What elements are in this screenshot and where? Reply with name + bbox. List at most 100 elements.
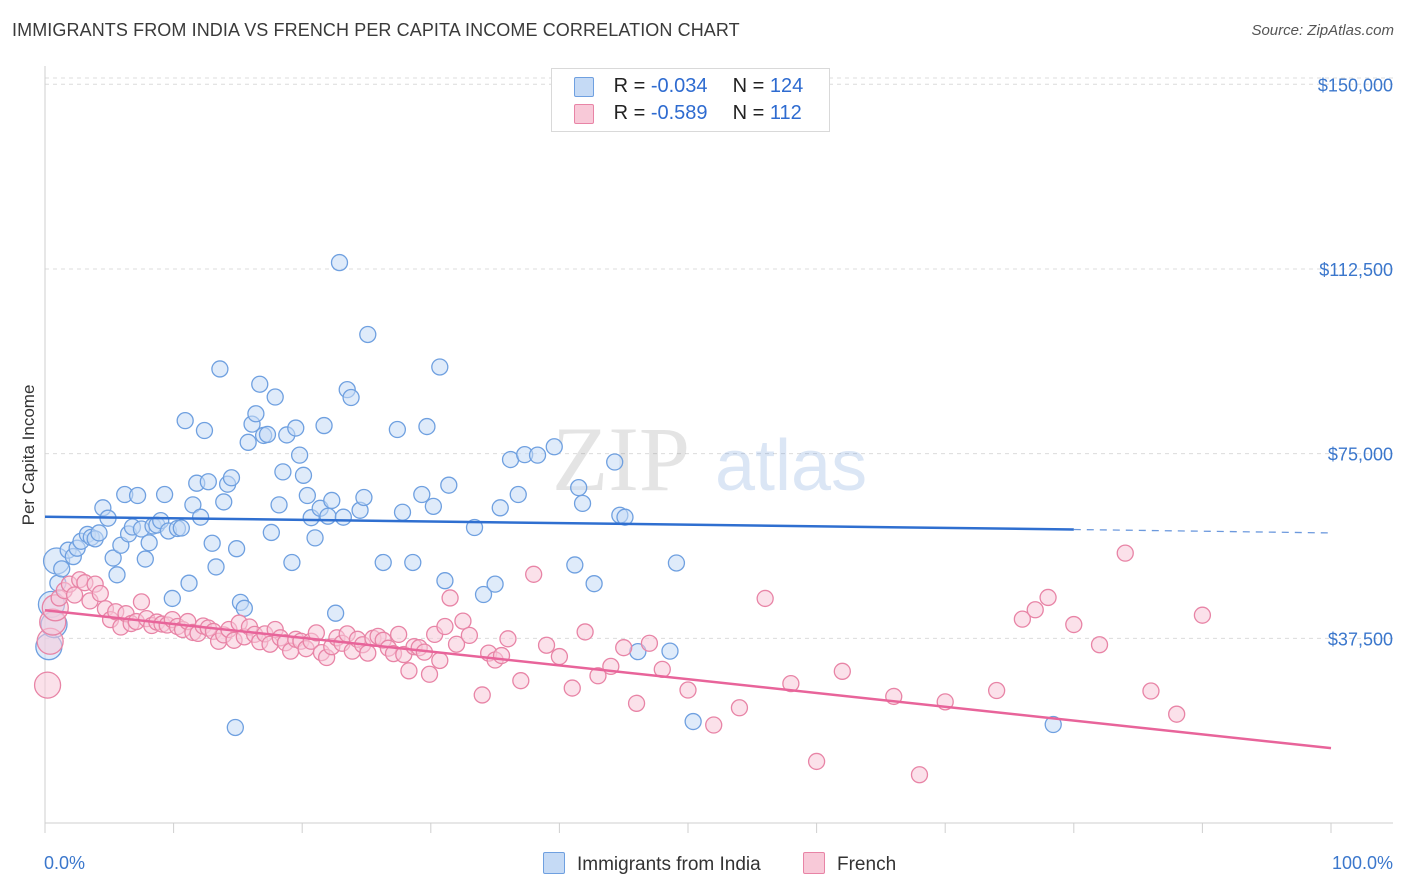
india-point bbox=[306, 529, 324, 547]
india-point bbox=[326, 604, 345, 622]
legend-row-india: R = -0.034 N = 124 bbox=[574, 75, 803, 99]
french-point bbox=[307, 624, 325, 642]
french-point bbox=[807, 752, 826, 771]
india-point bbox=[355, 488, 373, 507]
french-point bbox=[420, 665, 439, 683]
french-point bbox=[1090, 636, 1109, 654]
india-point bbox=[359, 325, 377, 344]
india-point bbox=[528, 446, 547, 464]
x-tick-label: 0.0% bbox=[44, 853, 85, 873]
y-tick-labels: $37,500 $75,000 $112,500 $150,000 bbox=[1318, 75, 1393, 649]
french-point bbox=[627, 694, 646, 712]
india-point bbox=[491, 499, 509, 517]
india-point bbox=[235, 599, 253, 617]
french-point bbox=[1116, 544, 1134, 562]
french-point bbox=[910, 766, 929, 784]
india-point bbox=[294, 466, 313, 484]
french-point bbox=[431, 651, 449, 670]
french-point bbox=[782, 674, 800, 693]
india-point bbox=[136, 550, 154, 568]
french-point bbox=[1168, 705, 1186, 723]
india-point bbox=[374, 553, 392, 572]
india-point bbox=[431, 358, 449, 376]
india-point bbox=[545, 438, 563, 456]
india-point bbox=[222, 469, 241, 487]
french-point bbox=[33, 671, 62, 699]
bottom-legend-swatch-india bbox=[543, 852, 565, 874]
french-point bbox=[447, 635, 466, 653]
french-point bbox=[756, 589, 774, 608]
french-point bbox=[499, 630, 517, 648]
legend-r-label: R = bbox=[613, 75, 646, 97]
french-point bbox=[436, 617, 454, 636]
india-point bbox=[474, 585, 493, 604]
india-point bbox=[180, 574, 198, 592]
india-point bbox=[53, 560, 71, 578]
legend-row-french: R = -0.589 N = 112 bbox=[574, 102, 802, 126]
india-trend-extension bbox=[1073, 528, 1332, 534]
bottom-legend-french: French bbox=[803, 852, 896, 876]
legend-swatch-india bbox=[574, 76, 594, 97]
india-point bbox=[247, 405, 265, 423]
india-point bbox=[239, 433, 257, 451]
french-point bbox=[473, 686, 491, 704]
india-point bbox=[90, 524, 108, 542]
india-point bbox=[207, 558, 225, 576]
india-point bbox=[315, 416, 333, 435]
grid-lines bbox=[45, 77, 1393, 639]
india-point bbox=[585, 575, 603, 593]
india-point bbox=[140, 534, 158, 552]
french-point bbox=[1039, 588, 1057, 607]
india-point bbox=[393, 503, 412, 521]
legend-r-value: -0.589 bbox=[650, 102, 708, 124]
india-point bbox=[172, 519, 190, 537]
french-point bbox=[1013, 610, 1032, 628]
french-point bbox=[576, 623, 594, 641]
india-point bbox=[226, 718, 244, 737]
india-point bbox=[203, 534, 221, 552]
india-point bbox=[465, 518, 484, 537]
india-point bbox=[388, 420, 407, 439]
french-point bbox=[730, 699, 749, 717]
french-point bbox=[400, 662, 418, 680]
y-tick-label: $112,500 bbox=[1319, 260, 1393, 280]
french-point bbox=[833, 662, 851, 680]
legend-n-value: 112 bbox=[769, 102, 802, 124]
india-trend-line bbox=[44, 515, 1074, 531]
watermark-atlas: atlas bbox=[715, 426, 867, 506]
french-point bbox=[492, 646, 511, 665]
india-point bbox=[270, 496, 288, 514]
india-point bbox=[298, 486, 316, 505]
french-point bbox=[1065, 615, 1083, 634]
india-point bbox=[616, 508, 634, 526]
french-point bbox=[615, 639, 633, 657]
india-point bbox=[211, 360, 229, 378]
french-point bbox=[1026, 601, 1044, 619]
india-point bbox=[342, 388, 360, 407]
legend-swatch-french bbox=[574, 103, 594, 124]
india-point bbox=[418, 417, 436, 436]
trend-lines bbox=[44, 515, 1332, 750]
india-point bbox=[262, 523, 280, 542]
bottom-legend-swatch-french bbox=[803, 852, 825, 874]
india-point bbox=[424, 497, 443, 515]
french-point bbox=[91, 584, 109, 603]
legend-n-label: N = bbox=[732, 75, 765, 97]
india-point bbox=[486, 575, 504, 593]
india-point bbox=[251, 375, 269, 393]
x-tick-label: 100.0% bbox=[1332, 853, 1393, 873]
india-point bbox=[413, 485, 431, 504]
india-point bbox=[570, 478, 588, 497]
india-point bbox=[287, 419, 305, 437]
india-point bbox=[323, 491, 341, 510]
india-point bbox=[606, 453, 624, 471]
india-point bbox=[104, 549, 122, 567]
source-label: Source: ZipAtlas.com bbox=[1251, 22, 1394, 39]
french-point bbox=[454, 612, 472, 630]
bottom-legend-label-india: Immigrants from India bbox=[577, 854, 761, 875]
india-point bbox=[195, 421, 214, 440]
legend-r-value: -0.034 bbox=[650, 75, 708, 97]
india-point bbox=[108, 566, 126, 584]
india-point bbox=[440, 476, 458, 494]
